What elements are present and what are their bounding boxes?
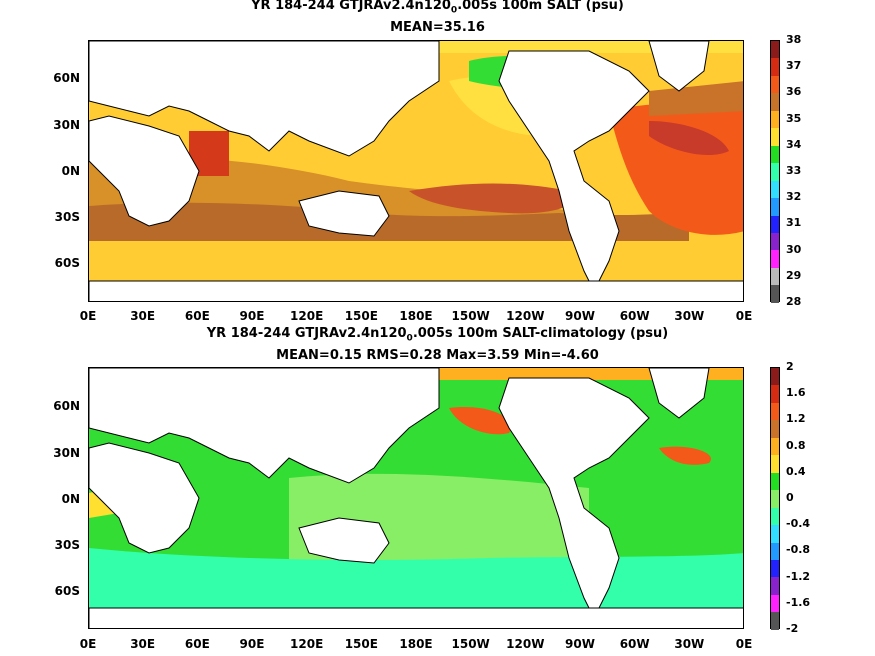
colorbar-label: 0.4 [786, 464, 806, 478]
panel2-map [88, 367, 744, 629]
colorbar-label: -0.4 [786, 517, 811, 531]
x-tick-label: 120E [290, 637, 324, 651]
x-tick-label: 30E [130, 637, 156, 651]
colorbar-label: 28 [786, 295, 802, 308]
x-tick-label: 30W [674, 637, 705, 651]
colorbar-label: 0.8 [786, 438, 806, 452]
colorbar-swatch [771, 507, 779, 526]
colorbar-swatch [771, 368, 779, 386]
x-tick-label: 60W [619, 637, 650, 651]
panel1-ylabel: 30N [53, 118, 80, 132]
x-tick-label: 150E [344, 309, 378, 323]
colorbar-swatch [771, 41, 779, 59]
colorbar-swatch [771, 180, 779, 199]
colorbar-label: 1.2 [786, 412, 806, 426]
x-tick-label: 180E [399, 309, 433, 323]
colorbar-swatch [771, 420, 779, 438]
panel1-title: YR 184-244 GTJRAv2.4n1200.005s 100m SALT… [251, 0, 624, 16]
colorbar-label: -1.2 [786, 569, 811, 583]
colorbar-label: 35 [786, 111, 802, 125]
colorbar-swatch [771, 110, 779, 129]
colorbar-swatch [771, 267, 779, 286]
panel1-colorbar [770, 40, 780, 303]
colorbar-label: 29 [786, 268, 802, 282]
x-tick-label: 120E [290, 309, 324, 323]
panel1-ylabel: 30S [54, 210, 80, 224]
x-tick-label: 90W [565, 637, 595, 651]
x-tick-label: 0E [79, 637, 97, 651]
panel2-ylabel: 60N [53, 399, 80, 413]
colorbar-swatch [771, 163, 779, 181]
colorbar-swatch [771, 145, 779, 164]
colorbar-swatch [771, 612, 779, 630]
panel1-ylabel: 0N [61, 164, 80, 178]
colorbar-label: -1.6 [786, 595, 811, 609]
colorbar-swatch [771, 577, 779, 595]
colorbar-swatch [771, 542, 779, 560]
colorbar-swatch [771, 58, 779, 76]
x-tick-label: 150E [344, 637, 378, 651]
x-tick-label: 120W [506, 637, 545, 651]
x-tick-label: 90W [565, 309, 595, 323]
x-tick-label: 90E [239, 637, 265, 651]
panel2-ylabel: 60S [54, 584, 80, 598]
colorbar-label: -2 [786, 622, 799, 635]
colorbar-label: 37 [786, 59, 802, 73]
colorbar-label: 38 [786, 33, 802, 46]
x-tick-label: 60E [184, 309, 210, 323]
panel2-ylabel: 30N [53, 446, 80, 460]
panel2-ylabel: 30S [54, 538, 80, 552]
colorbar-swatch [771, 455, 779, 473]
colorbar-swatch [771, 128, 779, 146]
colorbar-label: 34 [786, 137, 802, 151]
colorbar-label: 2 [786, 360, 794, 373]
colorbar-swatch [771, 215, 779, 233]
colorbar-swatch [771, 198, 779, 216]
x-tick-label: 60E [184, 637, 210, 651]
colorbar-swatch [771, 559, 779, 578]
panel1-ylabel: 60N [53, 71, 80, 85]
x-tick-label: 0E [735, 309, 753, 323]
colorbar-swatch [771, 75, 779, 94]
colorbar-label: 0 [786, 491, 794, 504]
colorbar-swatch [771, 437, 779, 456]
colorbar-label: 32 [786, 190, 802, 204]
colorbar-label: 33 [786, 164, 802, 177]
panel2-title: YR 184-244 GTJRAv2.4n1200.005s 100m SALT… [206, 326, 669, 344]
x-tick-label: 90E [239, 309, 265, 323]
x-tick-label: 150W [451, 309, 490, 323]
colorbar-swatch [771, 285, 779, 303]
x-tick-label: 150W [451, 637, 490, 651]
x-tick-label: 60W [619, 309, 650, 323]
colorbar-swatch [771, 93, 779, 111]
colorbar-label: 31 [786, 216, 802, 230]
panel2-ylabel: 0N [61, 492, 80, 506]
panel2-colorbar [770, 367, 780, 630]
colorbar-swatch [771, 594, 779, 613]
x-tick-label: 30W [674, 309, 705, 323]
colorbar-label: 30 [786, 242, 802, 256]
colorbar-label: -0.8 [786, 543, 811, 557]
panel1-map [88, 40, 744, 302]
panel1-subtitle: MEAN=35.16 [390, 20, 485, 35]
colorbar-swatch [771, 490, 779, 508]
x-tick-label: 120W [506, 309, 545, 323]
colorbar-swatch [771, 402, 779, 421]
colorbar-swatch [771, 250, 779, 268]
panel2-subtitle: MEAN=0.15 RMS=0.28 Max=3.59 Min=-4.60 [276, 348, 599, 363]
colorbar-label: 1.6 [786, 386, 806, 400]
colorbar-swatch [771, 525, 779, 543]
x-tick-label: 0E [735, 637, 753, 651]
colorbar-swatch [771, 472, 779, 491]
x-tick-label: 0E [79, 309, 97, 323]
colorbar-label: 36 [786, 85, 802, 99]
colorbar-swatch [771, 385, 779, 403]
x-tick-label: 180E [399, 637, 433, 651]
colorbar-swatch [771, 232, 779, 251]
panel1-ylabel: 60S [54, 256, 80, 270]
x-tick-label: 30E [130, 309, 156, 323]
